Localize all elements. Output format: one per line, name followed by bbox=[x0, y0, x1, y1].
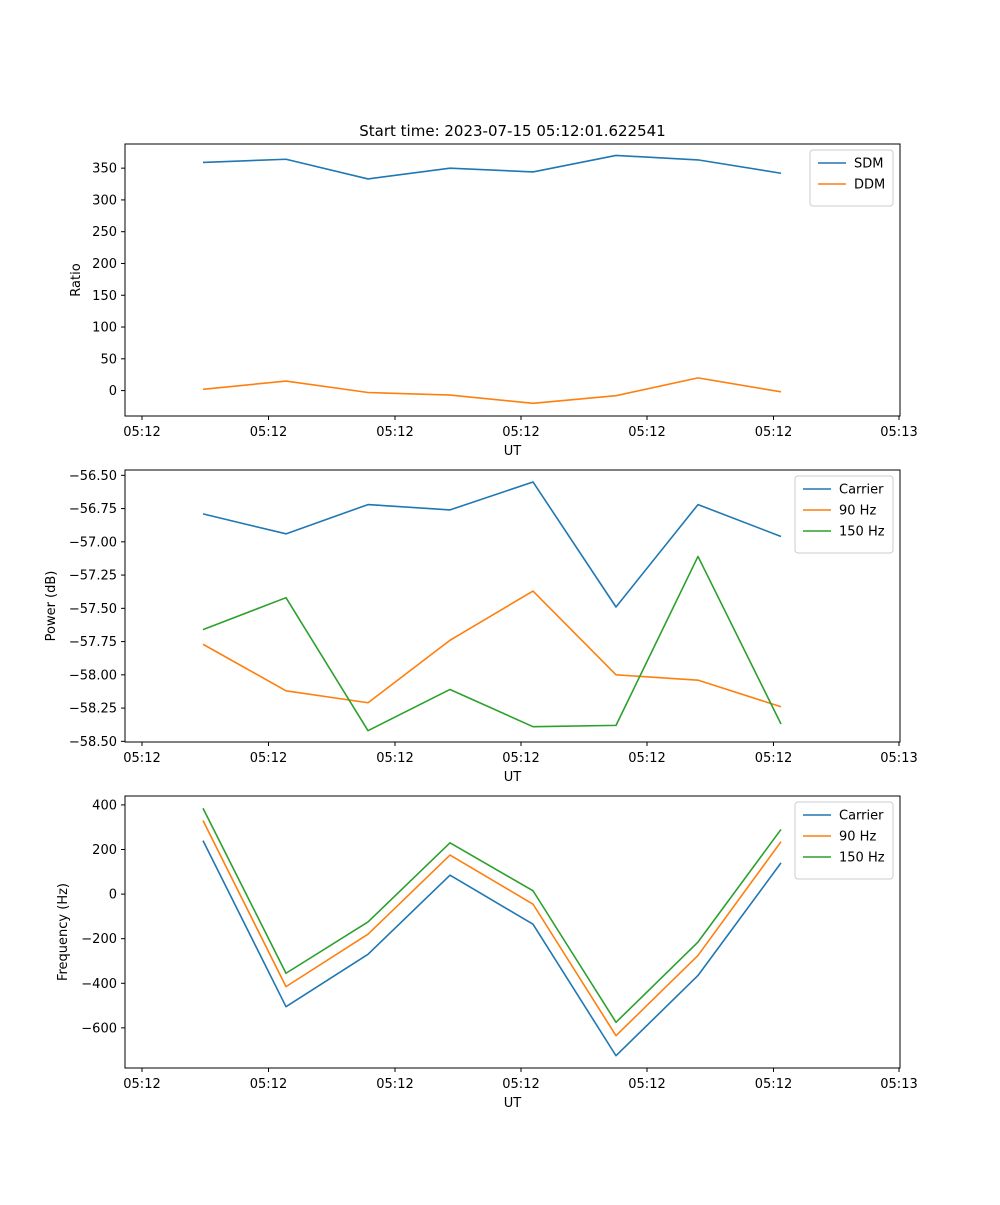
y-tick-label: −58.50 bbox=[69, 735, 117, 750]
x-axis-label: UT bbox=[504, 770, 522, 785]
chart-panel-3: 05:12 05:12 05:12 05:12 05:12 05:12 05:13 −600 −… bbox=[56, 795, 918, 1111]
x-tick-label: 05:12 bbox=[250, 1077, 287, 1092]
y-tick-label: −57.00 bbox=[69, 535, 117, 550]
x-tick-label: 05:12 bbox=[628, 751, 665, 766]
y-tick-label: −400 bbox=[81, 977, 117, 992]
legend-label: 150 Hz bbox=[839, 851, 885, 866]
x-tick-label: 05:12 bbox=[123, 751, 160, 766]
axes-frame bbox=[124, 469, 901, 743]
y-tick-label: −58.25 bbox=[69, 702, 117, 717]
y-tick-label: −57.50 bbox=[69, 602, 117, 617]
legend-label: Carrier bbox=[839, 483, 884, 498]
series-line-sdm bbox=[202, 154, 782, 180]
x-tick-label: 05:12 bbox=[502, 1077, 539, 1092]
x-tick-label: 05:12 bbox=[755, 425, 792, 440]
x-tick-label: 05:12 bbox=[123, 425, 160, 440]
y-tick-label: −58.00 bbox=[69, 668, 117, 683]
axes-frame bbox=[124, 143, 901, 417]
y-tick-label: 250 bbox=[92, 225, 117, 240]
legend-label: Carrier bbox=[839, 809, 884, 824]
legend: Carrier 90 Hz 150 Hz bbox=[794, 801, 894, 880]
y-tick-label: 0 bbox=[109, 384, 117, 399]
legend-box bbox=[809, 149, 894, 207]
y-tick-label: −200 bbox=[81, 932, 117, 947]
x-tick-label: 05:12 bbox=[755, 751, 792, 766]
x-tick-label: 05:12 bbox=[250, 425, 287, 440]
y-axis-label: Ratio bbox=[69, 263, 84, 296]
y-tick-label: 300 bbox=[92, 193, 117, 208]
legend-label: SDM bbox=[854, 157, 883, 172]
y-tick-label: −57.75 bbox=[69, 635, 117, 650]
x-tick-label: 05:12 bbox=[502, 751, 539, 766]
x-tick-label: 05:12 bbox=[628, 1077, 665, 1092]
x-tick-label: 05:12 bbox=[250, 751, 287, 766]
x-tick-label: 05:12 bbox=[755, 1077, 792, 1092]
y-tick-label: 200 bbox=[92, 843, 117, 858]
legend: SDM DDM bbox=[809, 149, 894, 207]
chart-panel-1: 05:12 05:12 05:12 05:12 05:12 05:12 05:13 0 50 10… bbox=[69, 143, 918, 459]
series-line-carrier bbox=[202, 840, 782, 1057]
legend-label: 90 Hz bbox=[839, 504, 876, 519]
y-tick-label: −600 bbox=[81, 1021, 117, 1036]
x-axis-label: UT bbox=[504, 1096, 522, 1111]
y-tick-label: 50 bbox=[100, 352, 117, 367]
y-tick-label: 200 bbox=[92, 257, 117, 272]
y-tick-label: 0 bbox=[109, 888, 117, 903]
y-tick-label: −56.75 bbox=[69, 502, 117, 517]
legend-label: 90 Hz bbox=[839, 830, 876, 845]
y-tick-label: −56.50 bbox=[69, 469, 117, 484]
x-tick-label: 05:12 bbox=[376, 425, 413, 440]
x-tick-label: 05:12 bbox=[123, 1077, 160, 1092]
y-tick-label: 150 bbox=[92, 289, 117, 304]
x-tick-label: 05:13 bbox=[880, 425, 917, 440]
legend-label: DDM bbox=[854, 178, 885, 193]
x-axis-label: UT bbox=[504, 444, 522, 459]
y-tick-label: 350 bbox=[92, 162, 117, 177]
x-tick-label: 05:12 bbox=[376, 751, 413, 766]
series-line-ddm bbox=[202, 377, 782, 405]
y-tick-label: 100 bbox=[92, 321, 117, 336]
chart-panel-2: 05:12 05:12 05:12 05:12 05:12 05:12 05:13 −56.5… bbox=[44, 469, 918, 785]
chart-title: Start time: 2023-07-15 05:12:01.622541 bbox=[359, 122, 665, 140]
y-axis-label: Power (dB) bbox=[44, 571, 59, 642]
legend: Carrier 90 Hz 150 Hz bbox=[794, 475, 894, 554]
series-line-150-hz bbox=[202, 807, 782, 1024]
x-tick-label: 05:13 bbox=[880, 1077, 917, 1092]
y-tick-label: 400 bbox=[92, 798, 117, 813]
axes-frame bbox=[124, 795, 901, 1069]
series-line-90-hz bbox=[202, 590, 782, 708]
x-tick-label: 05:12 bbox=[502, 425, 539, 440]
legend-box bbox=[794, 475, 894, 554]
x-tick-label: 05:13 bbox=[880, 751, 917, 766]
y-tick-label: −57.25 bbox=[69, 569, 117, 584]
series-line-90-hz bbox=[202, 820, 782, 1037]
x-tick-label: 05:12 bbox=[628, 425, 665, 440]
legend-box bbox=[794, 801, 894, 880]
series-line-carrier bbox=[202, 481, 782, 608]
series-line-150-hz bbox=[202, 555, 782, 732]
legend-label: 150 Hz bbox=[839, 525, 885, 540]
x-tick-label: 05:12 bbox=[376, 1077, 413, 1092]
y-axis-label: Frequency (Hz) bbox=[56, 883, 71, 981]
